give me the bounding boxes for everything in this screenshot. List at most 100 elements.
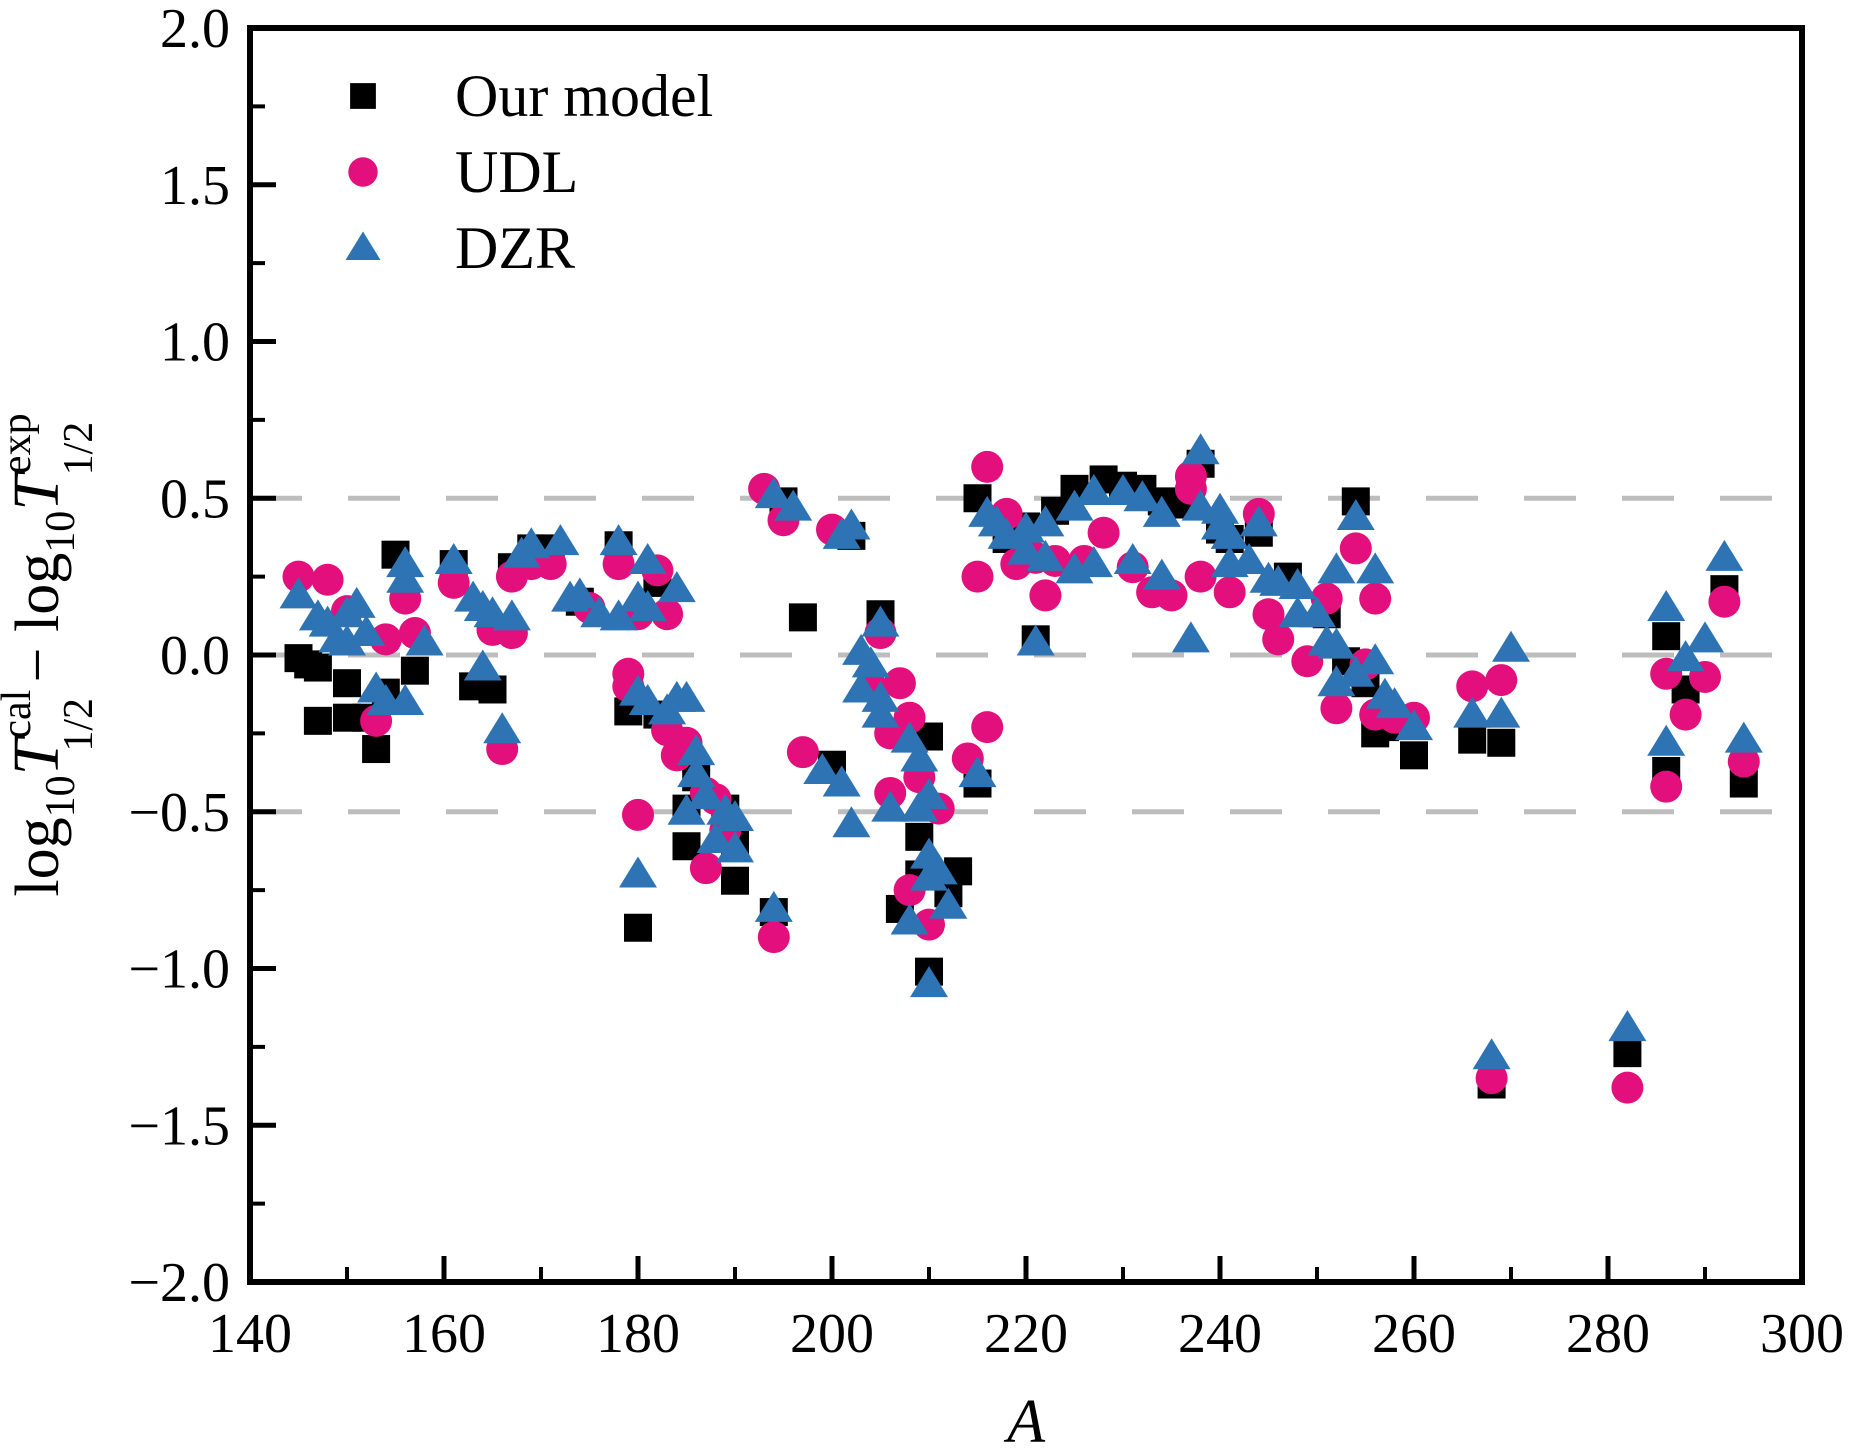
dzr-point	[1356, 643, 1395, 675]
dzr-point	[1026, 539, 1065, 571]
dzr-point	[386, 561, 425, 593]
y-tick-label-1.5: 1.5	[160, 155, 230, 217]
dzr-point	[1375, 687, 1414, 719]
x-tick-label-240: 240	[1178, 1303, 1262, 1365]
udl-point	[971, 711, 1004, 744]
udl-point	[786, 736, 819, 769]
dzr-point	[1686, 621, 1724, 653]
dzr-point	[1317, 552, 1356, 584]
dzr-point	[754, 477, 793, 509]
dzr-point	[541, 524, 580, 556]
dzr-point	[386, 546, 425, 578]
dzr-point	[599, 524, 638, 556]
dzr-point	[716, 831, 754, 863]
dzr-point	[1239, 505, 1278, 537]
x-tick-label-260: 260	[1372, 1303, 1456, 1365]
dzr-point	[774, 489, 813, 521]
dzr-point	[1230, 542, 1269, 574]
dzr-point	[1492, 630, 1530, 662]
dzr-point	[1278, 568, 1317, 600]
udl-point	[1213, 576, 1246, 609]
dzr-point	[1113, 542, 1152, 574]
dzr-point	[910, 966, 948, 998]
dzr-point	[1171, 621, 1210, 653]
dzr-point	[832, 806, 871, 838]
dzr-point	[1201, 492, 1239, 524]
dzr-point	[1705, 539, 1744, 571]
our-model-point	[1487, 728, 1516, 757]
y-tick-label-1.0: 1.0	[160, 312, 230, 374]
dzr-point	[929, 887, 968, 919]
our-model-point	[303, 653, 332, 682]
dzr-point	[1074, 473, 1113, 505]
dzr-point	[754, 890, 793, 922]
x-tick-label-200: 200	[790, 1303, 874, 1365]
series-dzr	[279, 433, 1763, 1070]
dzr-point	[667, 793, 706, 825]
dzr-point	[803, 752, 842, 784]
udl-point	[1262, 623, 1295, 656]
legend-label: UDL	[455, 139, 578, 205]
dzr-point	[1666, 640, 1705, 672]
dzr-point	[599, 599, 638, 631]
dzr-point	[1142, 558, 1181, 590]
udl-point	[961, 560, 994, 593]
udl-point	[651, 598, 684, 631]
udl-point	[1727, 745, 1760, 778]
dzr-point	[822, 765, 861, 797]
y-tick-label-0.0: 0.0	[160, 625, 230, 687]
dzr-point	[1356, 552, 1395, 584]
udl-point	[1485, 664, 1518, 697]
x-tick-label-140: 140	[208, 1303, 292, 1365]
triangle-legend-icon	[345, 231, 381, 260]
udl-point	[1708, 585, 1741, 618]
dzr-point	[1482, 696, 1521, 728]
dzr-point	[667, 680, 706, 712]
x-tick-label-220: 220	[984, 1303, 1068, 1365]
dzr-point	[1453, 696, 1492, 728]
our-model-point	[1613, 1039, 1642, 1068]
y-tick-label-0.5: 0.5	[160, 468, 230, 530]
dzr-point	[890, 903, 929, 935]
our-model-point	[624, 913, 652, 942]
dzr-point	[483, 712, 522, 744]
x-tick-label-300: 300	[1760, 1303, 1844, 1365]
x-tick-label-160: 160	[402, 1303, 486, 1365]
dzr-point	[910, 778, 948, 810]
dzr-point	[1608, 1010, 1647, 1042]
circle-legend-icon	[348, 157, 378, 187]
udl-point	[437, 566, 470, 599]
dzr-point	[347, 615, 386, 647]
legend-item-our-model: Our model	[350, 63, 713, 129]
our-model-point	[333, 669, 361, 698]
dzr-point	[861, 605, 900, 637]
dzr-point	[686, 778, 725, 810]
legend-item-udl: UDL	[348, 139, 578, 205]
dzr-point	[696, 821, 735, 853]
udl-point	[1669, 698, 1702, 731]
dzr-point	[1298, 596, 1336, 628]
y-tick-label-−2.0: −2.0	[128, 1252, 230, 1314]
legend-label: DZR	[455, 215, 575, 281]
udl-point	[1359, 582, 1392, 615]
x-axis-label: A	[1003, 1388, 1046, 1455]
udl-point	[689, 852, 722, 885]
dzr-point	[1472, 1038, 1511, 1070]
udl-point	[369, 623, 402, 656]
udl-point	[1339, 532, 1372, 565]
our-model-point	[1652, 622, 1681, 651]
dzr-point	[463, 649, 502, 681]
dzr-point	[861, 680, 900, 712]
dzr-point	[1647, 724, 1686, 756]
dzr-point	[919, 853, 958, 885]
dzr-point	[628, 684, 667, 716]
udl-point	[1650, 770, 1683, 803]
dzr-point	[512, 527, 551, 559]
dzr-point	[328, 624, 366, 656]
udl-point	[883, 667, 916, 700]
dzr-point	[619, 856, 657, 888]
dzr-point	[657, 571, 696, 603]
our-model-point	[788, 603, 817, 632]
udl-point	[1252, 598, 1285, 631]
